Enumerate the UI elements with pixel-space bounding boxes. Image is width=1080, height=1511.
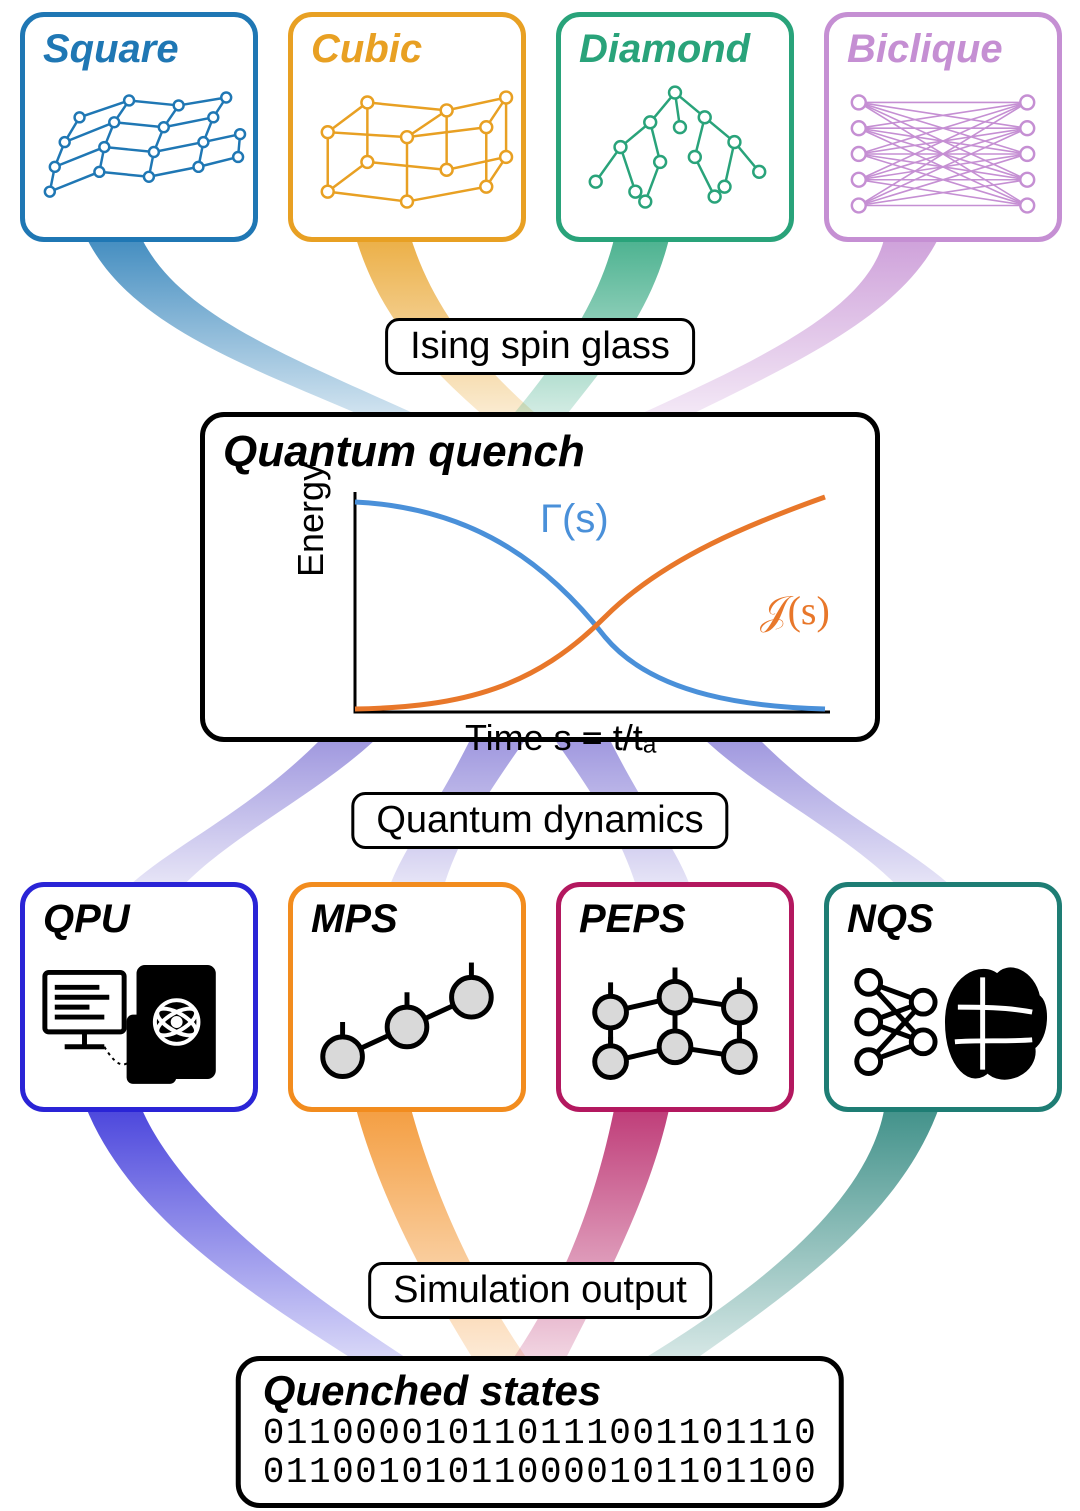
- lattice-title-diamond: Diamond: [579, 27, 789, 72]
- lattice-title-biclique: Biclique: [847, 27, 1057, 72]
- stage-label-out: Simulation output: [368, 1262, 712, 1319]
- quench-xlabel: Time s = t/tₐ: [465, 717, 656, 759]
- mps-icon: [298, 942, 516, 1102]
- method-title-peps: PEPS: [579, 897, 789, 942]
- lattice-title-cubic: Cubic: [311, 27, 521, 72]
- peps-icon: [566, 942, 784, 1102]
- stage-label-input: Ising spin glass: [385, 318, 695, 375]
- method-card-peps: PEPS: [556, 882, 794, 1112]
- j-label: 𝒥(s): [760, 587, 830, 634]
- quench-card: Quantum quench Energy Time s = t/tₐ Γ(s)…: [200, 412, 880, 742]
- bits-line-1: 011000010110111001101110: [263, 1415, 817, 1454]
- method-title-nqs: NQS: [847, 897, 1057, 942]
- method-card-qpu: QPU: [20, 882, 258, 1112]
- method-card-mps: MPS: [288, 882, 526, 1112]
- lattice-card-square: Square: [20, 12, 258, 242]
- quench-ylabel: Energy: [290, 463, 332, 577]
- diamond-lattice-icon: [566, 72, 784, 232]
- stage-label-mid: Quantum dynamics: [351, 792, 728, 849]
- biclique-lattice-icon: [834, 72, 1052, 232]
- nqs-icon: [834, 942, 1052, 1102]
- gamma-label: Γ(s): [540, 497, 609, 542]
- lattice-card-diamond: Diamond: [556, 12, 794, 242]
- quenched-states-card: Quenched states 011000010110111001101110…: [236, 1356, 844, 1508]
- bits-line-2: 011001010110000101101100: [263, 1454, 817, 1493]
- cubic-lattice-icon: [298, 72, 516, 232]
- qpu-icon: [30, 942, 248, 1102]
- method-title-mps: MPS: [311, 897, 521, 942]
- method-card-nqs: NQS: [824, 882, 1062, 1112]
- square-lattice-icon: [30, 72, 248, 232]
- lattice-title-square: Square: [43, 27, 253, 72]
- quenched-states-title: Quenched states: [263, 1367, 817, 1415]
- method-title-qpu: QPU: [43, 897, 253, 942]
- lattice-card-cubic: Cubic: [288, 12, 526, 242]
- lattice-card-biclique: Biclique: [824, 12, 1062, 242]
